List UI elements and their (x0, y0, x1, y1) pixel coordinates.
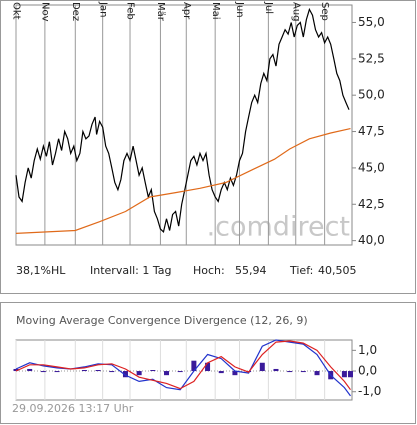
y-tick-label: 55,0 (358, 15, 385, 29)
x-tick-label: Mär (155, 2, 166, 22)
histogram-bar (232, 371, 238, 376)
line-series (15, 7, 350, 234)
histogram-bar (273, 368, 279, 372)
x-tick-label: Apr (181, 2, 192, 20)
x-tick-label: Mai (210, 2, 221, 20)
histogram-bar (54, 371, 60, 373)
histogram-bar (109, 371, 115, 373)
histogram-bar (287, 371, 293, 373)
histogram-bar (164, 371, 170, 376)
histogram-bar (347, 371, 353, 378)
x-tick-label: Sep (319, 2, 330, 21)
y-tick-label: 42,5 (358, 197, 385, 211)
y-tick-label: 50,0 (358, 88, 385, 102)
histogram-bar (191, 360, 197, 372)
histogram-bar (150, 370, 156, 372)
stat-label: 38,1%HL (16, 264, 66, 277)
histogram-bar (81, 370, 87, 372)
histogram-bar (40, 371, 46, 373)
x-tick-label: Jul (263, 1, 274, 14)
stat-value: 40,505 (318, 264, 357, 277)
x-tick-label: Aug (290, 2, 301, 22)
x-tick-label: Feb (125, 2, 136, 20)
x-tick-label: Okt (11, 2, 22, 20)
line-series (15, 340, 351, 391)
y-tick-label: -1,0 (358, 384, 381, 398)
watermark: .comdirect (207, 212, 350, 243)
line-series (15, 128, 351, 234)
x-tick-label: Nov (39, 2, 50, 22)
histogram-bar (205, 362, 211, 372)
y-tick-label: 1,0 (358, 343, 377, 357)
stat-label: Tief: (289, 264, 313, 277)
histogram-bar (95, 370, 101, 372)
y-tick-label: 0,0 (358, 364, 377, 378)
y-tick-label: 47,5 (358, 124, 385, 138)
histogram-bar (314, 371, 320, 376)
stat-value: 55,94 (235, 264, 267, 277)
timestamp: 29.09.2026 13:17 Uhr (12, 402, 134, 415)
histogram-bar (341, 371, 347, 378)
y-tick-label: 52,5 (358, 51, 385, 65)
histogram-bar (300, 371, 306, 373)
histogram-bar (13, 368, 19, 372)
x-tick-label: Jun (234, 1, 245, 18)
y-tick-label: 40,0 (358, 233, 385, 247)
y-tick-label: 45,0 (358, 160, 385, 174)
stat-label: Intervall: 1 Tag (90, 264, 172, 277)
histogram-bar (177, 371, 183, 373)
stat-label: Hoch: (193, 264, 225, 277)
macd-title: Moving Average Convergence Divergence (1… (16, 314, 308, 327)
histogram-bar (218, 371, 224, 374)
histogram-bar (27, 368, 33, 372)
histogram-bar (259, 362, 265, 372)
x-tick-label: Dez (70, 2, 81, 21)
histogram-bar (122, 371, 128, 378)
histogram-bar (136, 371, 142, 376)
x-tick-label: Jan (97, 1, 108, 17)
